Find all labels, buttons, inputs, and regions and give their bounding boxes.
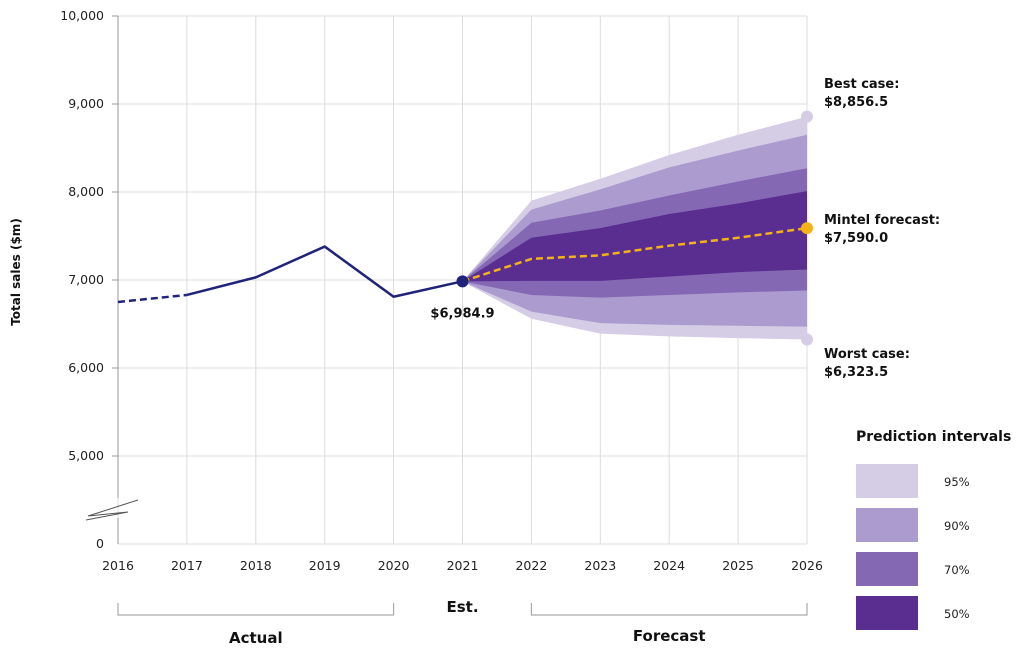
legend-label-70: 70% <box>944 563 970 577</box>
y-tick-label: 10,000 <box>60 8 104 23</box>
best-case-label: Best case: <box>824 77 899 92</box>
prediction-bands <box>462 116 807 340</box>
chart-labels: $6,984.9 Best case: $8,856.5 Mintel forecas… <box>430 77 940 380</box>
x-tick-label: 2023 <box>584 558 616 573</box>
legend-title: Prediction intervals <box>856 429 1011 445</box>
series-lines <box>117 226 808 304</box>
legend-label-50: 50% <box>944 607 970 621</box>
current-point <box>456 275 469 288</box>
x-tick-label: 2019 <box>309 558 341 573</box>
forecast-period-label: Forecast <box>633 627 706 645</box>
axes: 0 5,000 6,000 7,000 8,000 9,000 10,000 2016 2017… <box>9 8 823 573</box>
x-tick-label: 2020 <box>378 558 410 573</box>
est-period-label: Est. <box>446 598 478 616</box>
best-case-point <box>801 110 813 123</box>
actual-line-dashed <box>117 293 188 304</box>
x-tick-label: 2017 <box>171 558 203 573</box>
legend-label-90: 90% <box>944 519 970 533</box>
x-tick-label: 2024 <box>653 558 685 573</box>
data-markers <box>456 110 813 346</box>
forecast-line <box>462 226 808 283</box>
y-axis-title: Total sales ($m) <box>9 218 23 326</box>
actual-period-label: Actual <box>229 629 283 647</box>
actual-bracket <box>117 603 395 616</box>
forecast-label: Mintel forecast: <box>824 213 940 228</box>
forecast-bracket <box>530 603 808 616</box>
period-brackets: Actual Est. Forecast <box>117 598 808 647</box>
x-tick-label: 2022 <box>515 558 547 573</box>
worst-case-value: $6,323.5 <box>824 365 888 380</box>
x-tick-label: 2026 <box>791 558 823 573</box>
axis-break-mark <box>85 499 139 521</box>
forecast-value: $7,590.0 <box>824 231 888 246</box>
y-tick-label: 6,000 <box>68 360 104 375</box>
y-tick-label: 9,000 <box>68 96 104 111</box>
best-case-value: $8,856.5 <box>824 95 888 110</box>
forecast-point <box>801 222 813 235</box>
legend-swatch-50 <box>856 596 918 630</box>
legend-label-95: 95% <box>944 475 970 489</box>
legend: Prediction intervals 95% 90% 70% 50% <box>856 429 1011 630</box>
x-tick-label: 2025 <box>722 558 754 573</box>
current-value-label: $6,984.9 <box>430 306 494 321</box>
actual-line <box>186 245 463 298</box>
y-tick-label: 5,000 <box>68 448 104 463</box>
worst-case-label: Worst case: <box>824 347 910 362</box>
y-tick-label: 0 <box>96 536 104 551</box>
x-tick-label: 2021 <box>447 558 479 573</box>
x-tick-label: 2016 <box>102 558 134 573</box>
y-tick-label: 8,000 <box>68 184 104 199</box>
legend-swatch-70 <box>856 552 918 586</box>
legend-swatch-90 <box>856 508 918 542</box>
x-tick-label: 2018 <box>240 558 272 573</box>
y-tick-label: 7,000 <box>68 272 104 287</box>
legend-swatch-95 <box>856 464 918 498</box>
worst-case-point <box>801 333 813 346</box>
